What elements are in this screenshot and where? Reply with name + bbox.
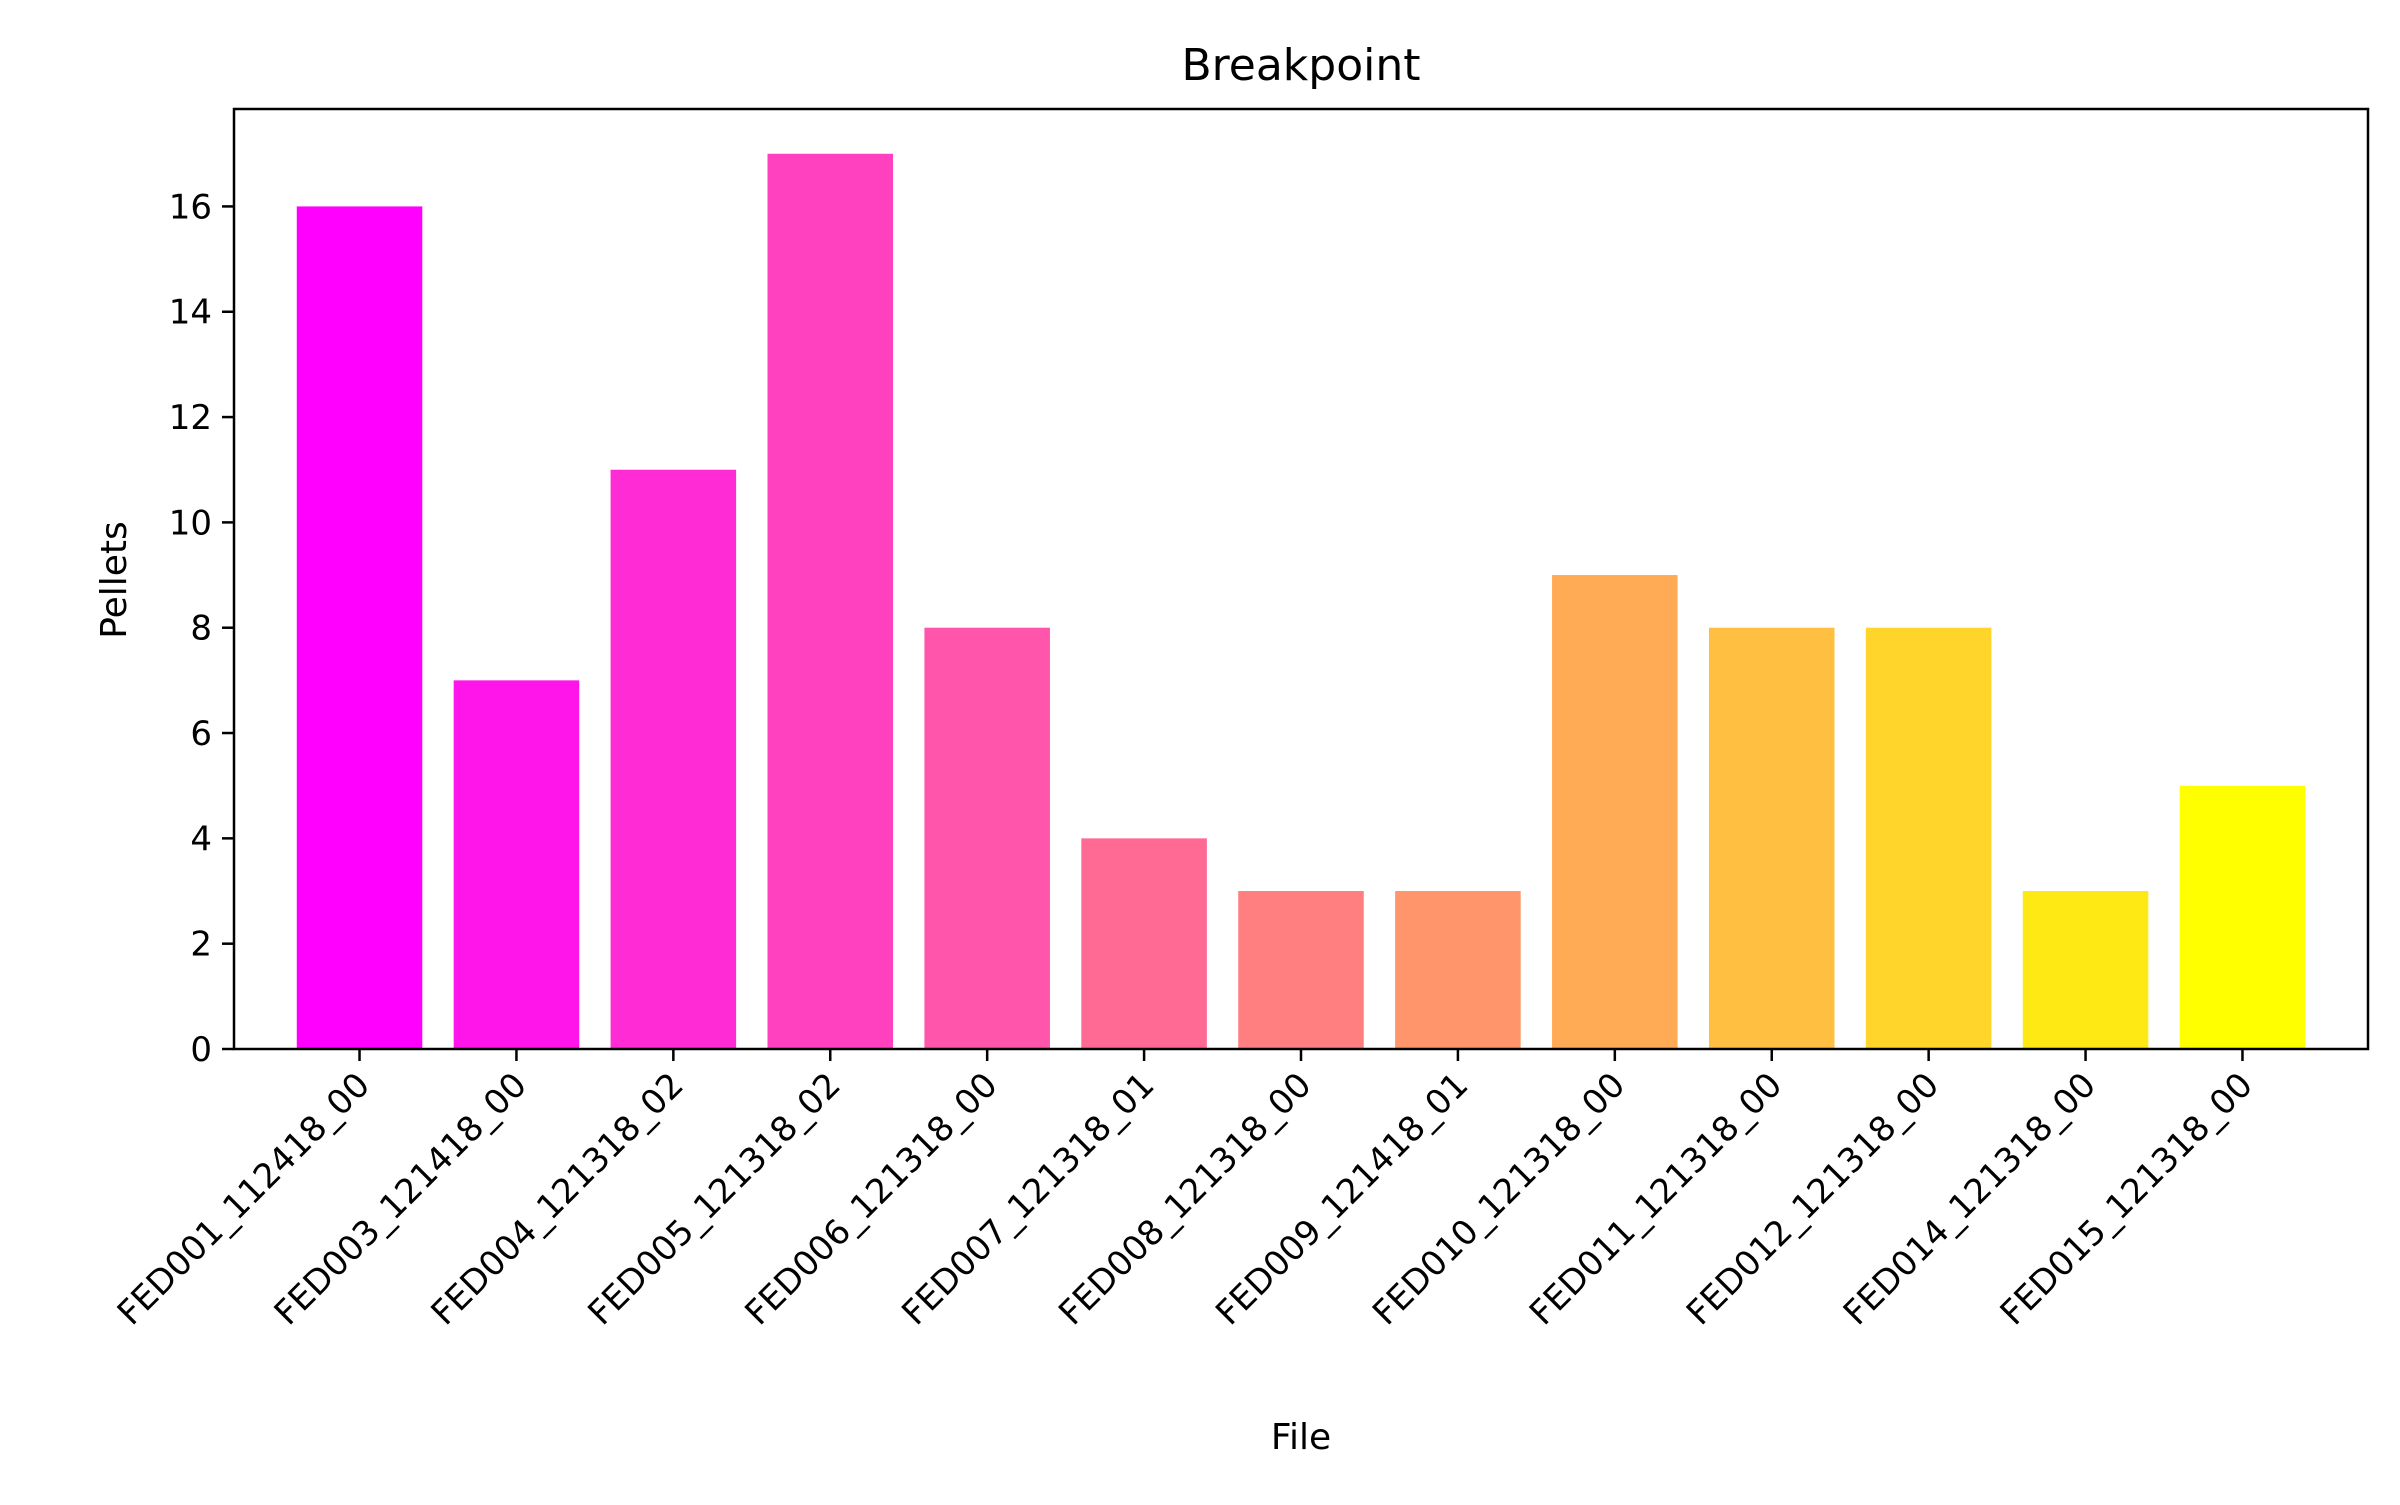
y-tick-label: 14 (169, 293, 212, 333)
y-tick-label: 2 (190, 925, 212, 965)
y-tick-label: 12 (169, 398, 212, 438)
bar-FED015_121318_00 (2179, 785, 2306, 1049)
plot-frame (232, 107, 2370, 1051)
y-tick-label: 6 (190, 714, 212, 754)
y-tick-label: 0 (190, 1030, 212, 1070)
y-tick-label: 16 (169, 187, 212, 227)
bar-FED007_121318_01 (1081, 838, 1207, 1049)
bar-FED012_121318_00 (1865, 627, 1992, 1049)
bar-FED006_121318_00 (924, 627, 1050, 1049)
y-axis-title: Pellets (94, 521, 135, 639)
bar-FED005_121318_02 (767, 153, 894, 1049)
bar-FED004_121318_02 (610, 469, 737, 1050)
y-tick-label: 10 (169, 503, 212, 543)
x-axis-title: File (1271, 1417, 1331, 1458)
bars-layer (296, 153, 2306, 1050)
bar-FED014_121318_00 (2022, 891, 2149, 1049)
bar-FED001_112418_00 (296, 206, 423, 1049)
bar-FED011_121318_00 (1708, 627, 1835, 1049)
chart-title: Breakpoint (1181, 40, 1420, 91)
bar-FED003_121418_00 (453, 680, 580, 1049)
y-axis-ticks: 0 2 4 6 8 10 12 14 16 (169, 187, 234, 1070)
bar-FED008_121318_00 (1238, 891, 1364, 1049)
y-tick-label: 4 (190, 819, 212, 859)
bar-FED009_121418_01 (1395, 891, 1521, 1049)
y-tick-label: 8 (190, 609, 212, 649)
bar-FED010_121318_00 (1552, 575, 1678, 1049)
